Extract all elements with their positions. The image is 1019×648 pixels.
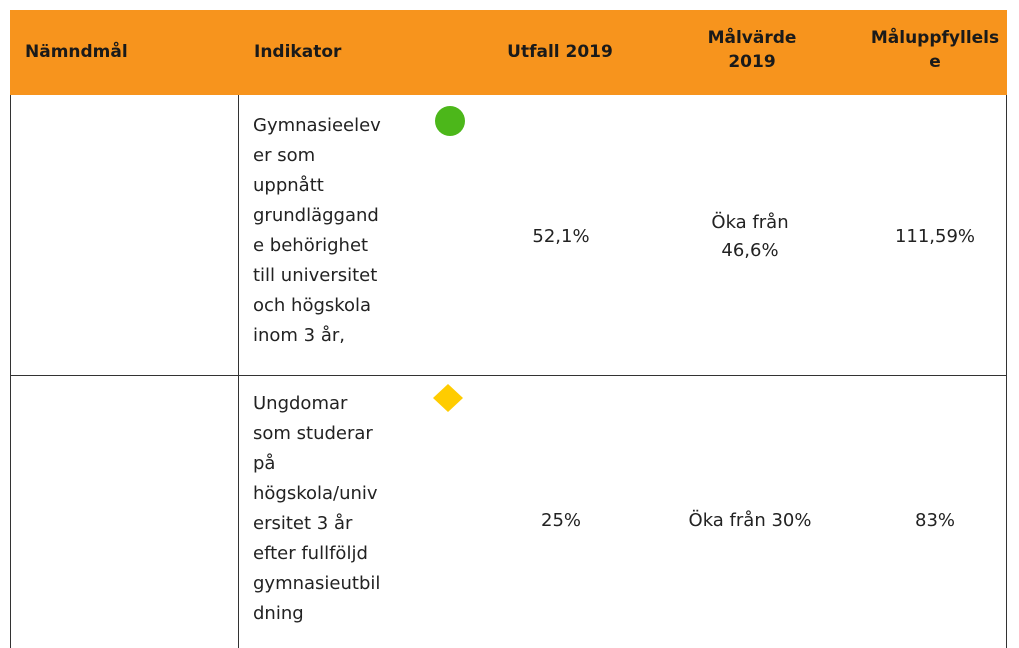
- border: [238, 95, 239, 648]
- border: [10, 375, 1007, 376]
- indicator-text: Ungdomar som studerar på högskola/univ e…: [253, 393, 381, 624]
- header-cell: Nämndmål: [25, 42, 128, 62]
- header-cell: Utfall 2019: [507, 42, 613, 62]
- header-cell: Indikator: [254, 42, 342, 62]
- status-icon: [433, 384, 463, 412]
- yellow-diamond: [433, 384, 463, 412]
- cell: 83%: [914, 510, 956, 531]
- cell: 111,59%: [894, 226, 976, 247]
- border: [10, 95, 11, 648]
- header-row: [10, 10, 1007, 95]
- indicator-text: Gymnasieelev er som uppnått grundläggand…: [253, 115, 381, 346]
- header-cell: Målvärde 2019: [707, 28, 797, 72]
- border: [1006, 95, 1007, 648]
- cell: Öka från 46,6%: [711, 212, 789, 261]
- header-cell: Måluppfyllels e: [870, 28, 1000, 72]
- cell: 25%: [540, 510, 582, 531]
- cell: 52,1%: [532, 226, 590, 247]
- green-circle: [435, 106, 465, 136]
- status-icon: [435, 106, 465, 136]
- cell: Öka från 30%: [688, 510, 812, 531]
